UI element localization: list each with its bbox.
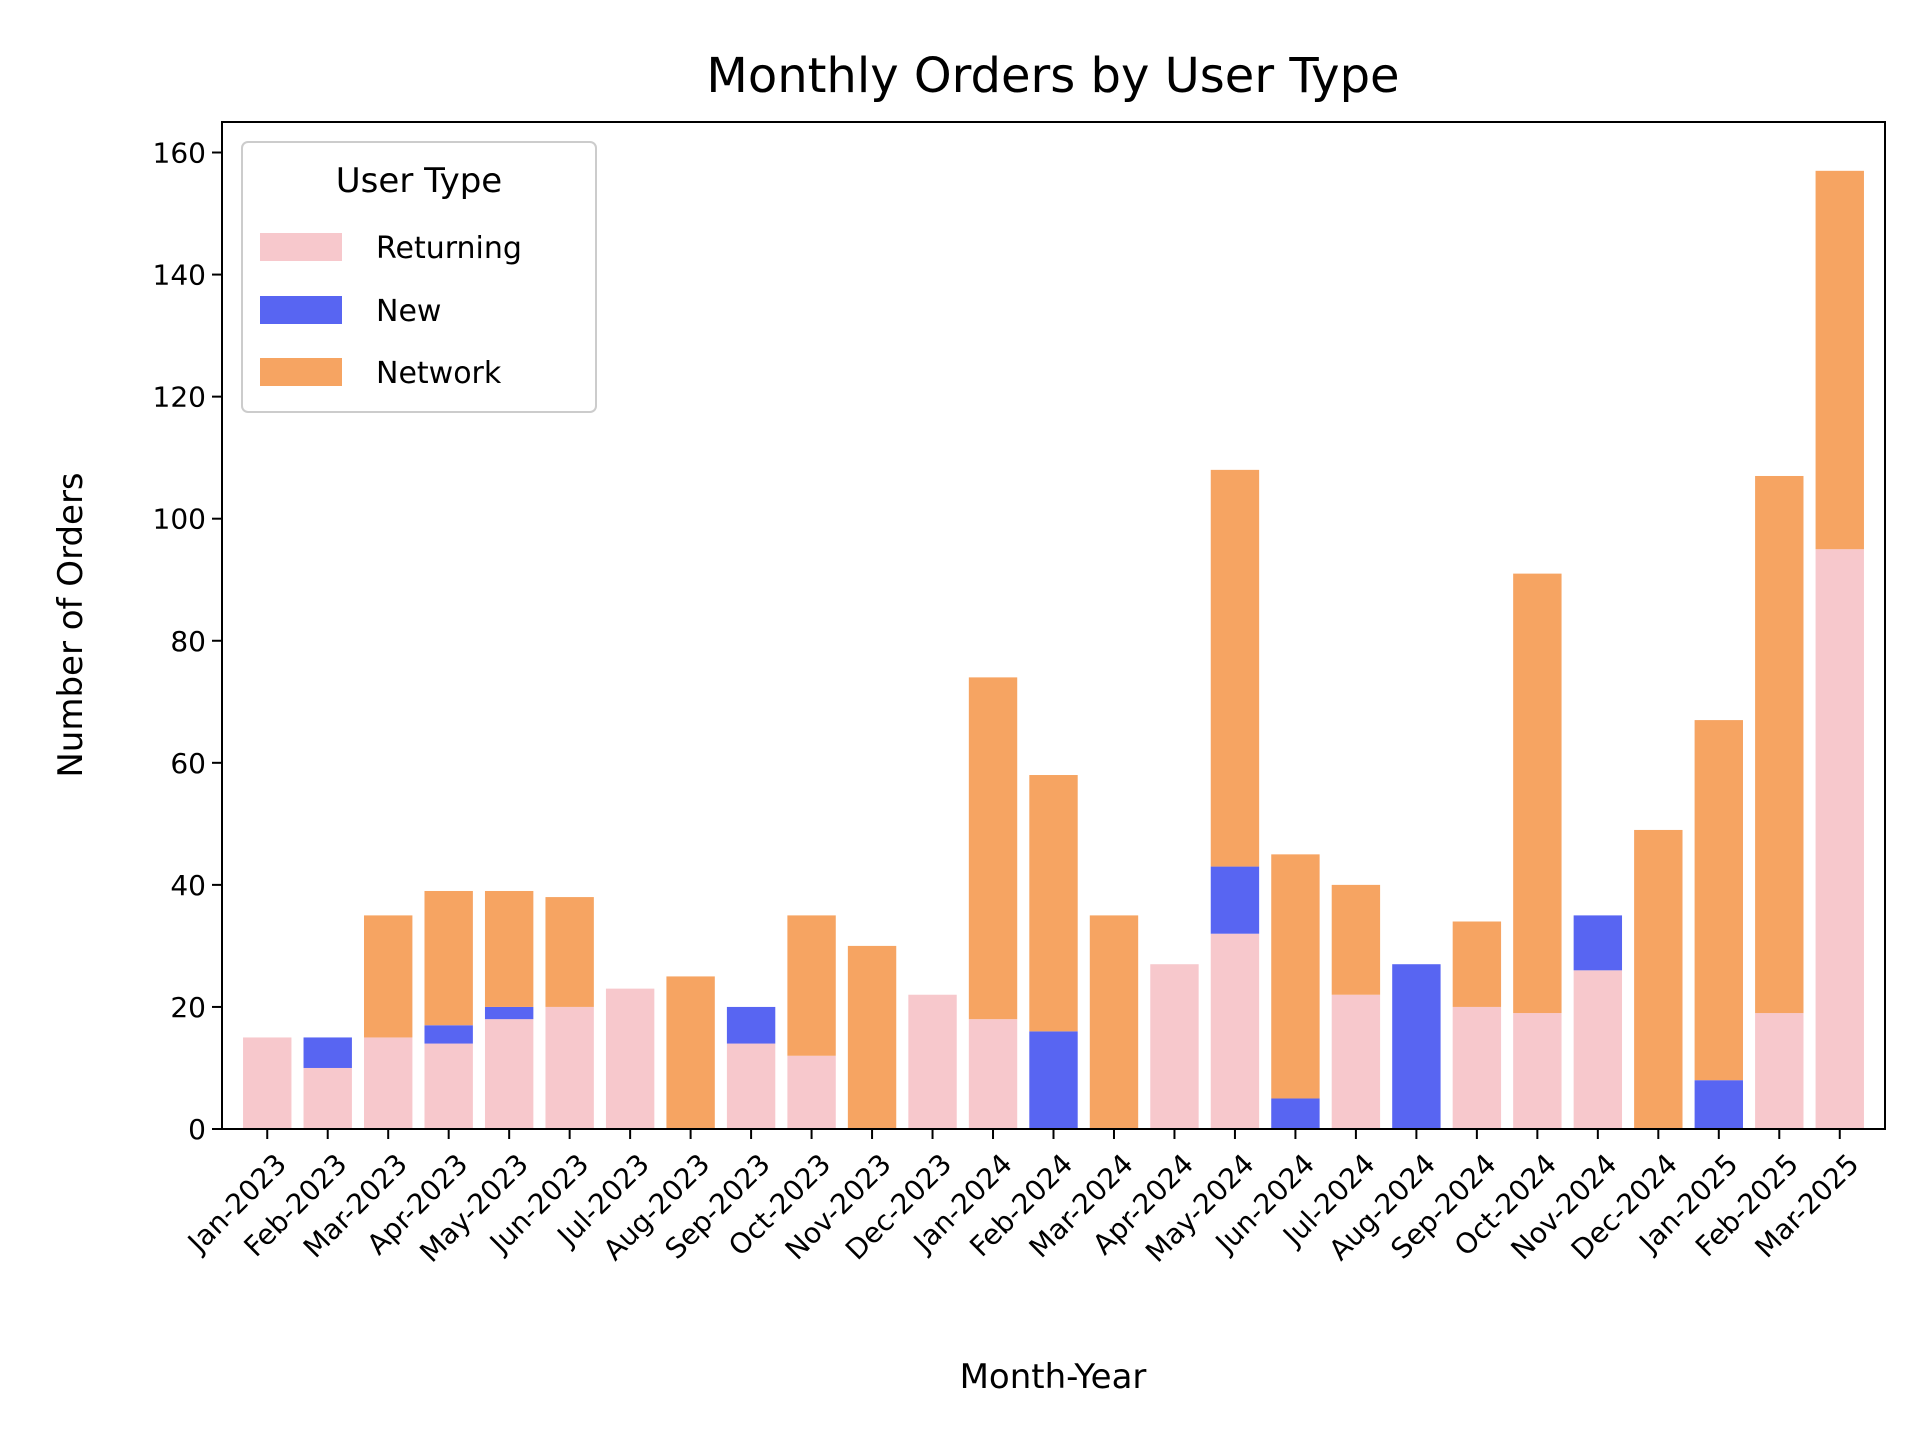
bar-network-jun-2024 xyxy=(1271,854,1320,1099)
bar-new-apr-2023 xyxy=(424,1025,473,1044)
bar-network-jun-2023 xyxy=(545,897,594,1007)
bar-new-feb-2024 xyxy=(1029,1031,1078,1129)
bar-network-aug-2023 xyxy=(666,976,715,1129)
bar-returning-oct-2024 xyxy=(1513,1013,1562,1129)
bar-network-jul-2024 xyxy=(1331,884,1381,995)
bar-network-mar-2025 xyxy=(1815,170,1864,550)
bar-new-sep-2023 xyxy=(726,1006,776,1044)
bar-returning-mar-2023 xyxy=(364,1037,413,1129)
y-tick-label: 80 xyxy=(170,625,206,658)
bar-returning-dec-2023 xyxy=(908,994,957,1129)
bar-network-oct-2024 xyxy=(1513,573,1562,1014)
bar-returning-may-2024 xyxy=(1210,933,1260,1129)
bar-returning-jul-2024 xyxy=(1331,994,1381,1129)
x-axis-label: Month-Year xyxy=(960,1357,1147,1397)
bar-returning-jun-2023 xyxy=(545,1006,594,1129)
bar-new-feb-2023 xyxy=(303,1037,352,1068)
legend: User Type Returning New Network xyxy=(241,141,597,413)
y-tick-label: 0 xyxy=(188,1113,206,1146)
bar-returning-sep-2023 xyxy=(726,1043,776,1129)
y-tick-label: 140 xyxy=(153,259,206,292)
bar-returning-jan-2023 xyxy=(243,1037,292,1129)
bar-returning-jul-2023 xyxy=(605,988,655,1129)
legend-title: User Type xyxy=(336,161,502,201)
y-axis: 0 20 40 60 80 100 120 140 160 xyxy=(153,137,222,1146)
bar-network-mar-2024 xyxy=(1089,915,1139,1129)
legend-swatch-network xyxy=(260,358,342,386)
bar-network-sep-2024 xyxy=(1452,921,1502,1007)
bar-new-aug-2024 xyxy=(1392,964,1441,1129)
bar-new-jan-2025 xyxy=(1694,1080,1743,1129)
y-tick-label: 120 xyxy=(153,381,206,414)
y-tick-label: 20 xyxy=(170,991,206,1024)
bar-network-feb-2024 xyxy=(1029,775,1078,1032)
bar-returning-nov-2024 xyxy=(1573,970,1623,1129)
bar-network-jan-2025 xyxy=(1694,720,1743,1081)
bar-returning-sep-2024 xyxy=(1452,1006,1502,1129)
legend-swatch-new xyxy=(260,296,342,324)
bar-network-dec-2024 xyxy=(1634,829,1683,1129)
bar-returning-jan-2024 xyxy=(968,1019,1018,1129)
chart-title: Monthly Orders by User Type xyxy=(706,48,1399,104)
bar-network-nov-2023 xyxy=(847,945,897,1129)
bar-new-may-2023 xyxy=(484,1006,534,1020)
bar-returning-oct-2023 xyxy=(787,1055,836,1129)
y-tick-label: 40 xyxy=(170,869,206,902)
bar-returning-feb-2023 xyxy=(303,1067,352,1129)
legend-swatch-returning xyxy=(260,233,342,261)
legend-label-returning: Returning xyxy=(376,231,522,266)
bar-network-feb-2025 xyxy=(1755,475,1804,1014)
bar-network-mar-2023 xyxy=(364,915,413,1038)
bar-network-apr-2023 xyxy=(424,890,473,1026)
bar-returning-mar-2025 xyxy=(1815,549,1864,1129)
legend-box xyxy=(241,141,597,413)
bar-new-nov-2024 xyxy=(1573,915,1623,971)
bar-returning-feb-2025 xyxy=(1755,1013,1804,1129)
bar-new-jun-2024 xyxy=(1271,1098,1320,1129)
bar-network-may-2024 xyxy=(1210,469,1260,867)
bar-returning-apr-2024 xyxy=(1150,964,1199,1129)
legend-label-network: Network xyxy=(376,356,502,391)
y-tick-label: 60 xyxy=(170,747,206,780)
bars-group xyxy=(243,170,1864,1129)
legend-label-new: New xyxy=(376,294,441,329)
bar-network-jan-2024 xyxy=(968,677,1018,1020)
y-axis-label: Number of Orders xyxy=(51,472,91,777)
y-tick-label: 160 xyxy=(153,137,206,170)
bar-returning-apr-2023 xyxy=(424,1043,473,1129)
bar-returning-may-2023 xyxy=(484,1019,534,1129)
plot-frame xyxy=(221,121,1886,1130)
bar-new-may-2024 xyxy=(1210,866,1260,934)
bar-network-oct-2023 xyxy=(787,915,836,1056)
y-tick-label: 100 xyxy=(153,503,206,536)
bar-network-may-2023 xyxy=(484,890,534,1007)
